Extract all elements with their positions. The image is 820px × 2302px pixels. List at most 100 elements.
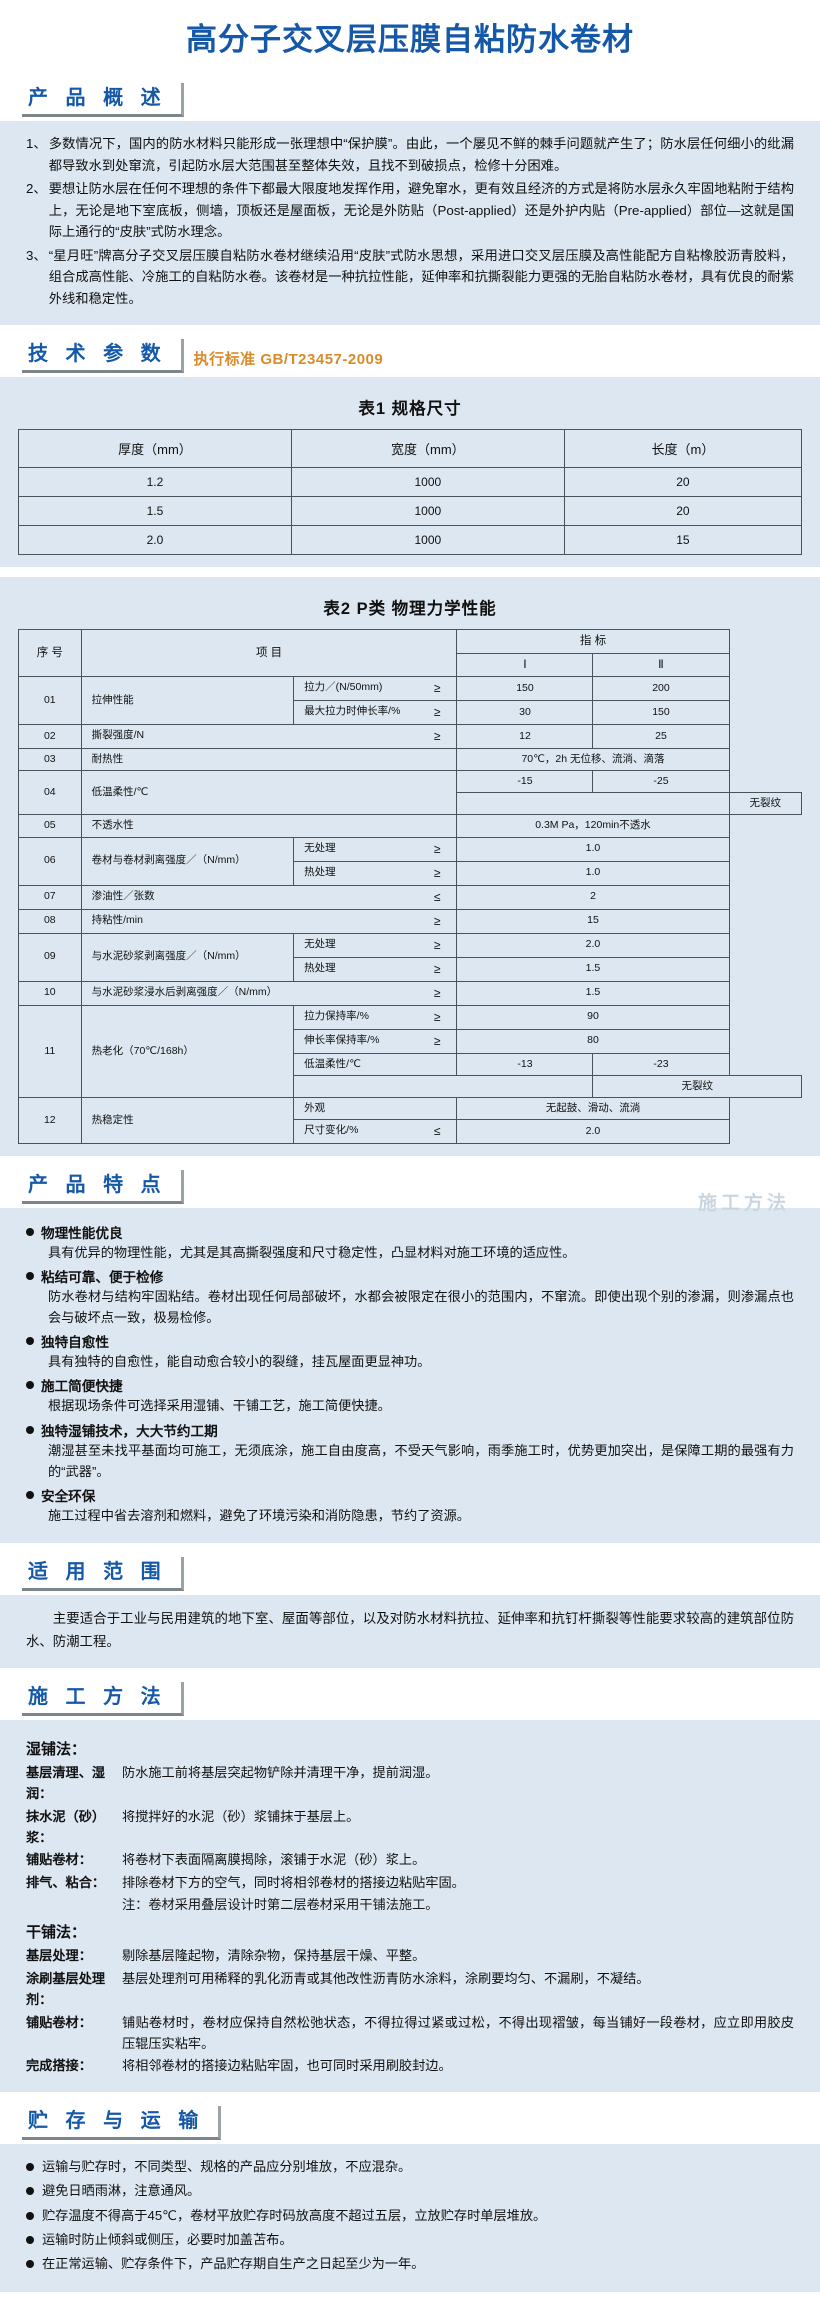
table2-cell-item: 低温柔性/℃ [80,770,458,816]
comparison-sign: ≤ [433,889,441,904]
method-step-label: 涂刷基层处理剂： [26,1970,106,2008]
table-row: 2.0 1000 15 [18,525,803,556]
table2-cell-subitem: 外观 [293,1096,458,1120]
scope-text: 主要适合于工业与民用建筑的地下室、屋面等部位，以及对防水材料抗拉、延伸率和抗钉杆… [26,1610,794,1650]
table2-cell-value-merged: 无裂纹 [592,1074,802,1098]
comparison-sign: ≥ [433,1033,441,1048]
table2-cell-value-merged: 70℃，2h 无位移、流淌、滴落 [456,747,730,772]
table2-cell-value-grade2: 25 [592,724,730,749]
feature-title: 施工简便快捷 [41,1379,123,1395]
table1-cell: 1000 [290,467,565,498]
scope-panel: 主要适合于工业与民用建筑的地下室、屋面等部位，以及对防水材料抗拉、延伸率和抗钉杆… [0,1594,820,1668]
feature-body: 具有独特的自愈性，能自动愈合较小的裂缝，挂瓦屋面更显神功。 [48,1354,431,1370]
storage-item-text: 避免日晒雨淋，注意通风。 [42,2183,201,2199]
list-item: 粘结可靠、便于检修 防水卷材与结构牢固粘结。卷材出现任何局部破坏，水都会被限定在… [26,1266,794,1328]
features-list: 物理性能优良 具有优异的物理性能，尤其是其高撕裂强度和尺寸稳定性，凸显材料对施工… [26,1222,794,1526]
table-row: 最大拉力时伸长率/% ≥30 150 [19,700,802,725]
table2-cell-value-merged: 2.0 [456,1118,730,1144]
table2-cell-value-merged: 1.0 [456,836,730,862]
overview-paragraph-text: “星月旺”牌高分子交叉层压膜自粘防水卷材继续沿用“皮肤”式防水思想，采用进口交叉… [48,247,794,306]
table2-cell-value-grade2: -23 [592,1052,730,1076]
table2-col-index: 指 标 [456,629,730,654]
page-title: 高分子交叉层压膜自粘防水卷材 [186,22,634,58]
list-item: 施工简便快捷 根据现场条件可选择采用湿铺、干铺工艺，施工简便快捷。 [26,1375,794,1416]
table-row: 06 卷材与卷材剥离强度／（N/mm） 无处理 ≥1.0 [18,836,802,886]
comparison-sign: ≥ [433,913,441,928]
feature-title: 独特湿铺技术，大大节约工期 [41,1423,218,1439]
feature-body: 防水卷材与结构牢固粘结。卷材出现任何局部破坏，水都会被限定在很小的范围内，不窜流… [48,1289,794,1326]
method-panel: 湿铺法： 基层清理、湿润： 防水施工前将基层突起物铲除并清理干净，提前润湿。 抹水泥（… [0,1719,820,2092]
table2-cell-subitem: 最大拉力时伸长率/% ≥ [293,700,458,725]
table1-cell: 1.2 [18,467,292,498]
table2-cell-subitem: 热处理 ≥ [293,860,458,886]
table2-col-grade-1: Ⅰ [456,652,594,678]
table2-cell-subitem [293,1074,594,1098]
table1-cell: 1000 [290,525,565,556]
table2-cell-item: 与水泥砂浆剥离强度／（N/mm） [80,932,295,982]
table-row: 03 耐热性 70℃，2h 无位移、流淌、滴落 [18,747,802,772]
feature-heading-row: 粘结可靠、便于检修 [26,1266,794,1286]
table2-panel: 表2 P类 物理力学性能 序 号 项 目 指 标 Ⅰ Ⅱ 01 拉伸性能 拉力／(N… [0,577,820,1156]
method-step: 排气、粘合： 排除卷材下方的空气，同时将相邻卷材的搭接边粘贴牢固。 [26,1872,794,1893]
storage-item-text: 在正常运输、贮存条件下，产品贮存期自生产之日起至少为一年。 [42,2256,425,2272]
table2-col-sn: 序 号 [18,629,82,677]
table-row: Ⅰ Ⅱ [19,652,802,678]
table-row: 12 热稳定性 外观 无起鼓、滑动、流淌 [18,1096,802,1144]
bullet-icon [26,2187,34,2196]
table2-cell-item: 与水泥砂浆浸水后剥离强度／（N/mm） ≥ [80,980,458,1006]
table2-cell-sn: 08 [18,908,82,934]
comparison-sign: ≥ [433,681,441,695]
features-panel: 物理性能优良 具有优异的物理性能，尤其是其高撕裂强度和尺寸稳定性，凸显材料对施工… [0,1207,820,1543]
table2-cell-subitem: 尺寸变化/% ≤ [293,1118,458,1144]
overview-panel: 1、 多数情况下，国内的防水材料只能形成一张理想中“保护膜”。由此，一个屡见不鲜… [0,121,820,326]
table-row: 02 撕裂强度/N ≥12 25 [18,724,802,749]
feature-heading-row: 独特湿铺技术，大大节约工期 [26,1420,794,1440]
table2-cell-subitem: 低温柔性/℃ [293,1052,458,1076]
table2-cell-sn: 04 [18,770,82,816]
table-row: 序 号 项 目 指 标 [18,629,802,677]
storage-list: 运输与贮存时，不同类型、规格的产品应分别堆放，不应混杂。 避免日晒雨淋，注意通风。… [26,2156,794,2276]
method-step-text: 防水施工前将基层突起物铲除并清理干净，提前润湿。 [122,1764,439,1780]
table2-cell-subitem: 伸长率保持率/% ≥ [293,1028,458,1054]
table2-cell-value-grade2: 200 [592,676,730,701]
feature-heading-row: 施工简便快捷 [26,1375,794,1395]
overview-paragraph-text: 多数情况下，国内的防水材料只能形成一张理想中“保护膜”。由此，一个屡见不鲜的棘手… [48,136,794,173]
table2-cell-subitem: 无处理 ≥ [293,836,458,862]
table2-cell-item: 卷材与卷材剥离强度／（N/mm） [80,836,295,886]
storage-item-text: 运输与贮存时，不同类型、规格的产品应分别堆放，不应混杂。 [42,2158,412,2174]
table2-cell-subitem: 拉力保持率/% ≥ [293,1004,458,1030]
section-title-scope: 适 用 范 围 [22,1556,184,1591]
method-step-text: 将搅拌好的水泥（砂）浆铺抹于基层上。 [122,1808,360,1824]
table-row: 09 与水泥砂浆剥离强度／（N/mm） 无处理 ≥2.0 [18,932,802,982]
comparison-sign: ≥ [433,961,441,976]
method-step: 抹水泥（砂）浆： 将搅拌好的水泥（砂）浆铺抹于基层上。 [26,1806,794,1849]
section-title-tech: 技 术 参 数 [22,339,184,374]
table2-cell-sn: 12 [18,1096,82,1144]
table2-cell-sn: 05 [18,814,82,838]
table1-cell: 1.5 [18,496,292,527]
storage-item-text: 运输时防止倾斜或侧压，必要时加盖苫布。 [42,2231,293,2247]
table1-title: 表1 规格尺寸 [358,400,462,419]
method-group-title: 干铺法： [26,1924,87,1942]
method-step-label: 铺贴卷材： [26,1852,92,1868]
method-step-label: 基层处理： [26,1948,92,1964]
bullet-icon [26,1381,34,1390]
table-row: 04 低温柔性/℃ -15 -25 [18,770,802,816]
table2-cell-value-merged: 1.0 [456,860,730,886]
list-item: 运输与贮存时，不同类型、规格的产品应分别堆放，不应混杂。 [26,2156,794,2178]
table2-cell-value-grade1: -15 [456,770,594,794]
table2-cell-value-grade1: 12 [456,724,594,749]
comparison-sign: ≥ [433,729,441,743]
list-item: 贮存温度不得高于45℃，卷材平放贮存时码放高度不超过五层，立放贮存时单层堆放。 [26,2205,794,2227]
table2-cell-item: 耐热性 [80,747,458,772]
table-spec-dimensions: 厚度（mm） 宽度（mm） 长度（m） 1.2 1000 20 1.5 1000… [18,429,803,556]
table2-cell-value-merged: 15 [456,908,730,934]
table-row: 08 持粘性/min ≥15 [18,908,802,934]
list-item: 在正常运输、贮存条件下，产品贮存期自生产之日起至少为一年。 [26,2253,794,2275]
feature-body: 具有优异的物理性能，尤其是其高撕裂强度和尺寸稳定性，凸显材料对施工环境的适应性。 [48,1244,576,1260]
table2-title: 表2 P类 物理力学性能 [323,600,497,619]
comparison-sign: ≥ [433,985,441,1000]
bullet-icon [26,1227,34,1236]
table2-cell-sn: 03 [18,747,82,772]
method-step-label: 排气、粘合： [26,1874,106,1890]
